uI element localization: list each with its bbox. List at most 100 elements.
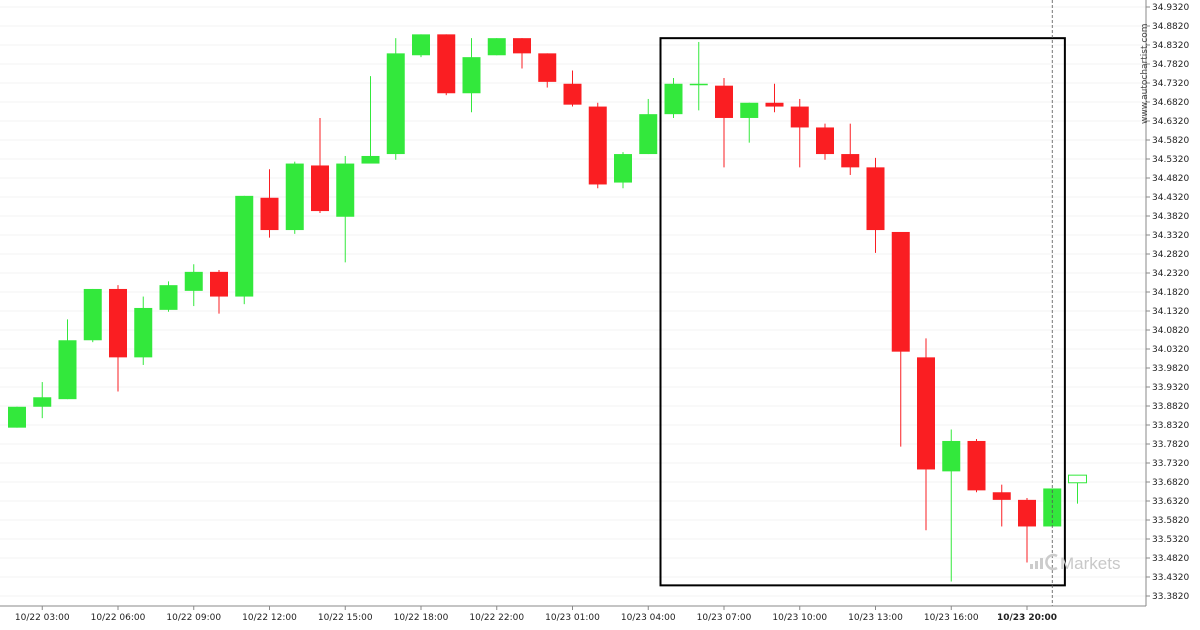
x-tick-label: 10/23 01:00 [545, 613, 600, 623]
x-tick-label: 10/22 12:00 [242, 613, 297, 623]
y-tick-label: 34.4820 [1152, 174, 1189, 184]
candle-body [412, 34, 430, 56]
candle [841, 123, 860, 175]
y-tick-label: 33.9820 [1152, 364, 1189, 374]
candle [159, 281, 178, 312]
candle [58, 319, 77, 400]
candle [361, 76, 380, 164]
x-tick-label: 10/22 06:00 [91, 613, 146, 623]
y-tick-label: 34.2320 [1152, 269, 1189, 279]
candle-body [765, 102, 784, 107]
candle-body [184, 271, 203, 291]
y-tick-label: 34.2820 [1152, 250, 1189, 260]
candle-body [159, 285, 178, 310]
candle [992, 484, 1011, 527]
candle [134, 296, 153, 365]
y-tick-label: 34.6320 [1152, 117, 1189, 127]
candle [109, 285, 127, 392]
y-tick-label: 34.4320 [1152, 193, 1189, 203]
candle [412, 34, 430, 58]
candle [967, 439, 986, 493]
candle-body [588, 106, 607, 185]
candle [83, 288, 102, 343]
y-tick-label: 33.5320 [1152, 535, 1189, 545]
y-tick-label: 33.3820 [1152, 592, 1189, 602]
candle-body [33, 397, 52, 407]
candle-body [58, 340, 77, 400]
x-tick-label: 10/22 18:00 [394, 613, 449, 623]
brand-bar-1 [1030, 564, 1033, 569]
candle [311, 117, 329, 213]
y-tick-label: 34.8320 [1152, 41, 1189, 51]
candle [285, 161, 304, 234]
y-tick-label: 34.1820 [1152, 288, 1189, 298]
x-tick-label: 10/23 20:00 [997, 613, 1057, 623]
y-tick-label: 34.0320 [1152, 345, 1189, 355]
candle-body [109, 288, 127, 358]
candle-body [664, 83, 683, 115]
pattern-rectangle [659, 37, 1066, 587]
candle-body [538, 53, 557, 82]
candle-body [639, 114, 658, 155]
candle-body [891, 231, 910, 352]
brand-bar-2 [1035, 561, 1038, 569]
y-tick-label: 34.8820 [1152, 22, 1189, 32]
y-tick-label: 34.9320 [1152, 3, 1189, 13]
candle [538, 53, 557, 88]
candle-body [210, 271, 228, 297]
y-tick-label: 33.7820 [1152, 440, 1189, 450]
candle-body [437, 34, 456, 94]
y-tick-label: 34.7320 [1152, 79, 1189, 89]
candle [1068, 474, 1087, 504]
candle-body [942, 440, 961, 472]
candle-body [866, 167, 885, 231]
x-tick-label: 10/22 22:00 [469, 613, 524, 623]
candle [689, 41, 708, 111]
candle [765, 83, 784, 113]
y-tick-label: 33.4820 [1152, 554, 1189, 564]
candle-body [260, 197, 279, 231]
candle-body [311, 165, 329, 212]
candle-body [992, 492, 1011, 500]
x-tick-label: 10/23 07:00 [697, 613, 752, 623]
y-tick-label: 34.5320 [1152, 155, 1189, 165]
candle-body [1018, 499, 1036, 527]
candle-body [689, 83, 708, 86]
candle-body [967, 440, 986, 491]
candle [8, 406, 26, 428]
candle [866, 157, 885, 253]
x-tick-label: 10/23 16:00 [924, 613, 979, 623]
x-tick-label: 10/22 03:00 [15, 613, 70, 623]
y-tick-label: 33.9320 [1152, 383, 1189, 393]
candle [235, 195, 254, 305]
y-tick-label: 34.6820 [1152, 98, 1189, 108]
y-tick-label: 33.7320 [1152, 459, 1189, 469]
y-tick-label: 34.3320 [1152, 231, 1189, 241]
brand-text: Markets [1060, 554, 1120, 573]
brand-bar-3 [1040, 558, 1043, 569]
candle-body [917, 357, 935, 470]
y-tick-label: 34.3820 [1152, 212, 1189, 222]
candle-body [513, 38, 531, 54]
candle-body [563, 83, 582, 105]
candle-body [462, 57, 481, 94]
y-tick-label: 34.7820 [1152, 60, 1189, 70]
candle [1018, 497, 1036, 563]
candle [816, 123, 834, 160]
candle [437, 34, 456, 96]
candle [588, 102, 607, 189]
candle [942, 429, 961, 582]
candle-body [790, 106, 809, 128]
y-tick-label: 34.0820 [1152, 326, 1189, 336]
y-tick-label: 33.5820 [1152, 516, 1189, 526]
candle-body [740, 102, 759, 118]
candlesticks [8, 34, 1087, 582]
x-tick-labels: 10/22 03:00 10/22 06:00 10/22 09:00 10/22 1… [15, 606, 1057, 623]
candle [639, 98, 658, 155]
candle-body [841, 154, 860, 168]
x-tick-label: 10/23 13:00 [848, 613, 903, 623]
y-tick-label: 34.1320 [1152, 307, 1189, 317]
candle [462, 38, 481, 113]
y-tick-label: 33.6320 [1152, 497, 1189, 507]
y-tick-label: 33.8320 [1152, 421, 1189, 431]
